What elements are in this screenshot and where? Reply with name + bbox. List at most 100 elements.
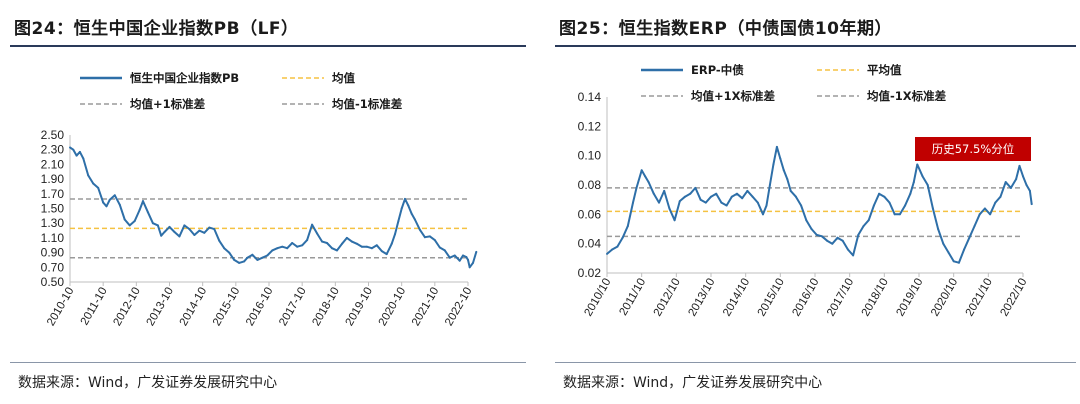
left-data-point-13: [123, 218, 126, 221]
right-data-point-12: [663, 189, 666, 192]
left-xtick-label-12: 2022-10: [443, 286, 475, 329]
right-data-point-71: [952, 260, 955, 263]
right-data-point-63: [912, 181, 915, 184]
left-xtick-label-10: 2020-10: [377, 286, 409, 329]
right-data-point-83: [1015, 178, 1018, 181]
left-ytick-label-10: 0.50: [41, 275, 65, 289]
right-data-point-61: [904, 204, 907, 207]
right-data-point-37: [782, 169, 785, 172]
left-data-point-1: [72, 148, 75, 151]
right-data-point-82: [1009, 186, 1012, 189]
right-data-point-32: [765, 204, 768, 207]
right-data-point-55: [872, 204, 875, 207]
left-ytick-label-1: 2.30: [41, 143, 65, 157]
right-xtick-label-7: 2017/10: [825, 277, 856, 319]
left-xtick-label-4: 2014-10: [178, 286, 210, 329]
left-data-point-7: [97, 186, 100, 189]
right-data-point-80: [999, 195, 1002, 198]
right-data-point-24: [725, 204, 728, 207]
left-data-point-9: [105, 205, 108, 208]
left-data-point-72: [404, 197, 406, 200]
right-series-line: [606, 145, 1033, 264]
left-data-point-14: [128, 224, 131, 227]
right-data-point-11: [658, 201, 660, 204]
left-data-point-45: [276, 247, 279, 250]
right-data-point-76: [978, 213, 981, 216]
left-data-point-53: [316, 232, 319, 235]
right-bottom-rule: [555, 362, 1076, 363]
left-data-point-38: [243, 260, 246, 263]
right-legend-label-1: 平均值: [867, 63, 902, 77]
right-data-point-3: [621, 236, 624, 239]
right-data-point-45: [820, 235, 823, 238]
right-data-point-0: [606, 252, 608, 255]
right-ytick-label-3: 0.08: [578, 178, 602, 192]
right-ytick-label-5: 0.04: [578, 237, 602, 251]
right-data-point-22: [715, 192, 718, 195]
left-data-point-80: [438, 246, 441, 249]
right-legend-label-2: 均值+1X标准差: [691, 89, 776, 103]
left-xtick-label-6: 2016-10: [244, 286, 276, 329]
left-data-point-46: [281, 245, 284, 248]
left-data-point-65: [375, 244, 378, 247]
left-data-point-59: [345, 236, 348, 239]
right-data-point-46: [826, 239, 829, 242]
left-xtick-label-9: 2019-10: [344, 286, 376, 329]
left-data-point-76: [418, 228, 421, 231]
right-ytick-label-4: 0.06: [578, 207, 602, 221]
right-data-point-35: [775, 145, 778, 148]
left-xtick-label-1: 2011-10: [79, 286, 110, 328]
left-data-point-66: [380, 250, 383, 253]
left-data-point-15: [133, 220, 136, 222]
right-data-point-10: [652, 192, 655, 195]
left-data-point-33: [218, 239, 221, 242]
right-data-point-15: [678, 200, 681, 203]
left-data-point-36: [233, 258, 236, 261]
left-xtick-label-2: 2012-10: [111, 286, 143, 329]
right-data-point-49: [841, 239, 844, 242]
right-data-point-79: [994, 201, 997, 204]
left-data-point-56: [331, 247, 333, 250]
left-data-point-5: [87, 174, 90, 177]
left-chart-title: 图24：恒生中国企业指数PB（LF）: [14, 19, 299, 39]
left-legend-label-0: 恒生中国企业指数PB: [130, 71, 239, 85]
right-data-point-50: [846, 248, 849, 251]
left-data-point-68: [390, 242, 393, 245]
right-data-point-20: [704, 201, 707, 204]
right-data-point-53: [862, 225, 865, 228]
left-data-point-67: [385, 253, 388, 256]
right-legend-label-0: ERP-中债: [691, 63, 744, 77]
right-data-point-65: [921, 175, 924, 178]
right-data-point-27: [741, 197, 744, 200]
left-data-point-21: [160, 234, 163, 237]
right-data-point-8: [644, 175, 647, 178]
right-data-point-6: [635, 186, 638, 189]
left-ytick-label-2: 2.10: [41, 157, 65, 171]
left-data-point-47: [286, 247, 289, 250]
left-data-point-51: [306, 239, 309, 242]
left-xtick-label-8: 2018-10: [310, 286, 342, 329]
left-data-point-79: [433, 239, 436, 242]
right-data-point-33: [768, 184, 771, 186]
right-legend-label-3: 均值-1X标准差: [867, 89, 947, 103]
left-data-point-11: [113, 194, 116, 197]
right-data-point-68: [937, 228, 940, 230]
right-data-point-18: [694, 186, 697, 189]
right-data-point-52: [857, 233, 860, 236]
right-data-point-54: [867, 219, 870, 222]
right-data-point-62: [909, 192, 912, 195]
right-data-point-74: [968, 236, 971, 239]
left-data-point-74: [410, 212, 413, 215]
left-data-point-85: [462, 254, 464, 257]
right-xtick-label-5: 2015/10: [756, 277, 787, 319]
right-data-point-85: [1022, 175, 1024, 178]
left-ytick-label-6: 1.30: [41, 216, 65, 230]
right-data-point-17: [689, 192, 692, 195]
right-data-point-4: [626, 225, 629, 228]
left-data-point-27: [188, 228, 191, 231]
left-data-point-17: [142, 200, 144, 203]
right-annotation-box: [915, 137, 1031, 161]
left-data-point-39: [246, 256, 249, 259]
right-data-point-42: [805, 219, 808, 222]
